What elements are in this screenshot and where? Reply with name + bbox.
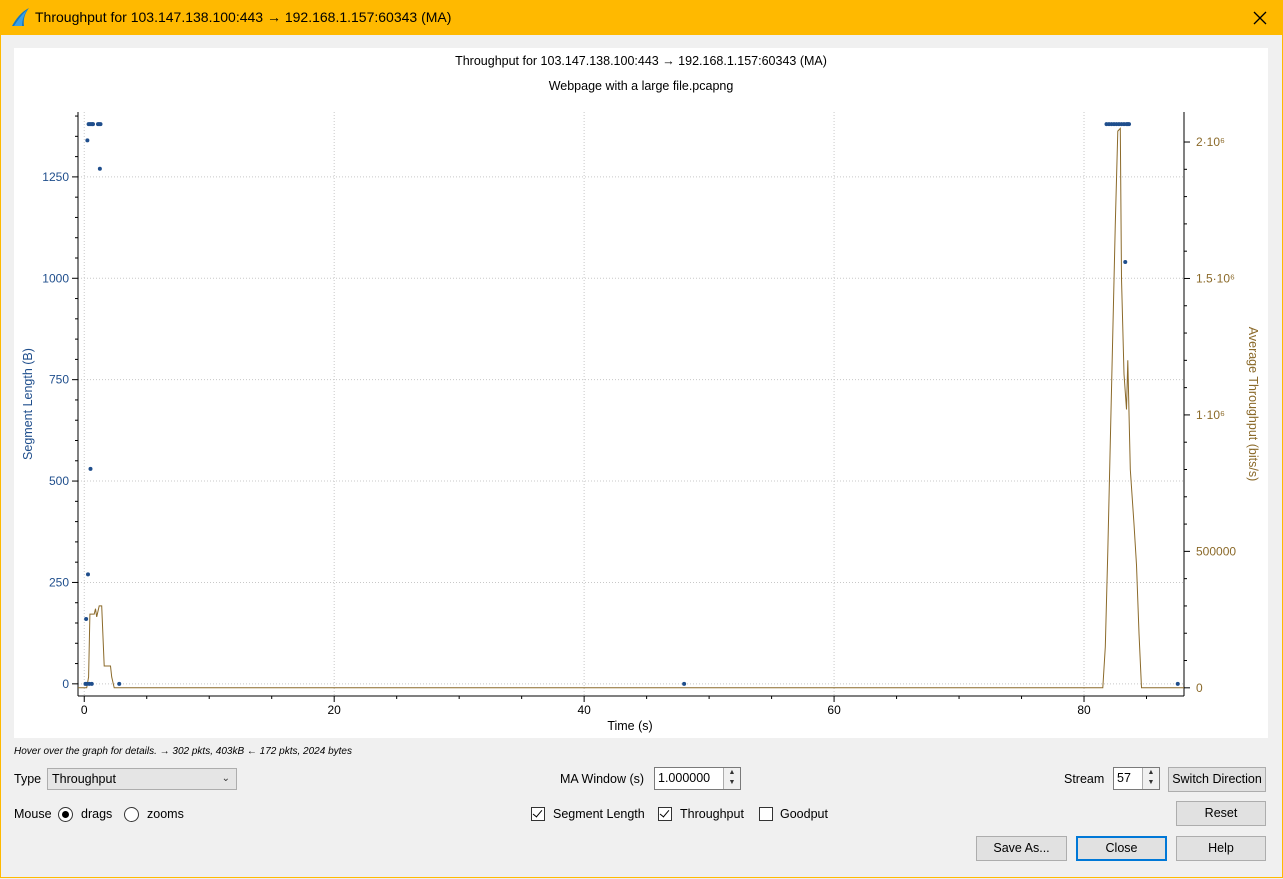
- spin-up-icon[interactable]: ▲: [728, 769, 736, 776]
- y-tick-label: 500: [49, 474, 69, 488]
- chart-title: Throughput for 103.147.138.100:443 → 192…: [455, 54, 827, 68]
- throughput-checkbox[interactable]: [658, 807, 672, 821]
- x-tick-label: 40: [577, 703, 591, 717]
- type-label: Type: [14, 772, 42, 786]
- segment-length-checkbox[interactable]: [531, 807, 545, 821]
- type-select[interactable]: Throughput ⌄: [47, 768, 237, 790]
- switch-direction-button[interactable]: Switch Direction: [1168, 767, 1266, 792]
- hover-hint: Hover over the graph for details. → 302 …: [14, 746, 352, 757]
- window-title: Throughput for 103.147.138.100:443 → 192…: [35, 9, 452, 25]
- x-tick-label: 60: [827, 703, 841, 717]
- close-window-icon[interactable]: [1237, 0, 1283, 35]
- y-tick-label: 1250: [42, 170, 69, 184]
- reset-button[interactable]: Reset: [1176, 801, 1266, 826]
- save-as-button[interactable]: Save As...: [976, 836, 1067, 861]
- segment-length-point: [97, 166, 102, 171]
- segment-length-point: [88, 466, 93, 471]
- help-button[interactable]: Help: [1176, 836, 1266, 861]
- y-axis-label: Segment Length (B): [21, 348, 35, 460]
- y2-tick-label: 2·10⁶: [1196, 135, 1225, 149]
- y-tick-label: 1000: [42, 271, 69, 285]
- stream-value: 57: [1117, 771, 1131, 785]
- ma-window-value: 1.000000: [658, 771, 711, 785]
- ma-window-stepper[interactable]: ▲ ▼: [723, 768, 740, 789]
- chevron-down-icon: ⌄: [221, 773, 230, 784]
- y2-axis-label: Average Throughput (bits/s): [1246, 327, 1260, 482]
- stream-stepper[interactable]: ▲ ▼: [1142, 768, 1159, 789]
- zooms-label[interactable]: zooms: [147, 807, 184, 821]
- stream-label: Stream: [1064, 772, 1105, 786]
- goodput-label[interactable]: Goodput: [780, 807, 828, 821]
- plot-area[interactable]: 0 20 40 60 80 0 250 500 750 1000 1250 0 500000 1·10⁶ 1…: [14, 48, 1268, 738]
- spin-up-icon[interactable]: ▲: [1147, 769, 1155, 776]
- throughput-chart[interactable]: 0 20 40 60 80 0 250 500 750 1000 1250 0 500000 1·10⁶ 1…: [14, 48, 1268, 738]
- x-tick-label: 0: [81, 703, 88, 717]
- segment-length-point: [682, 681, 687, 686]
- goodput-checkbox[interactable]: [759, 807, 773, 821]
- spin-down-icon[interactable]: ▼: [1147, 779, 1155, 786]
- y2-tick-label: 1.5·10⁶: [1196, 271, 1235, 285]
- ma-window-spinbox[interactable]: 1.000000 ▲ ▼: [654, 767, 741, 790]
- type-select-value: Throughput: [52, 772, 116, 786]
- segment-length-point: [1175, 681, 1180, 686]
- throughput-series-line: [78, 127, 1184, 689]
- x-axis-label: Time (s): [607, 719, 652, 733]
- segment-length-point: [89, 681, 94, 686]
- segment-length-point: [85, 138, 90, 143]
- mouse-label: Mouse: [14, 807, 52, 821]
- y2-tick-label: 500000: [1196, 544, 1236, 558]
- segment-length-point: [84, 616, 89, 621]
- stream-spinbox[interactable]: 57 ▲ ▼: [1113, 767, 1160, 790]
- throughput-label[interactable]: Throughput: [680, 807, 744, 821]
- y-tick-label: 750: [49, 373, 69, 387]
- segment-length-point: [90, 122, 95, 127]
- ma-window-label: MA Window (s): [560, 772, 645, 786]
- segment-length-point: [85, 572, 90, 577]
- axes: 0 20 40 60 80 0 250 500 750 1000 1250 0 500000 1·10⁶ 1…: [42, 112, 1236, 717]
- spin-down-icon[interactable]: ▼: [728, 779, 736, 786]
- x-tick-label: 80: [1077, 703, 1091, 717]
- y-tick-label: 250: [49, 575, 69, 589]
- chart-subtitle: Webpage with a large file.pcapng: [549, 79, 734, 93]
- segment-length-point: [1123, 260, 1128, 265]
- y2-tick-label: 0: [1196, 681, 1203, 695]
- wireshark-fin-icon: [12, 8, 29, 26]
- close-button[interactable]: Close: [1076, 836, 1167, 861]
- drags-radio[interactable]: [58, 807, 73, 822]
- x-tick-label: 20: [328, 703, 342, 717]
- y2-tick-label: 1·10⁶: [1196, 408, 1225, 422]
- drags-label[interactable]: drags: [81, 807, 113, 821]
- title-bar: Throughput for 103.147.138.100:443 → 192…: [0, 0, 1283, 35]
- series: [78, 122, 1184, 689]
- y-tick-label: 0: [62, 677, 69, 691]
- segment-length-point: [98, 122, 103, 127]
- segment-length-point: [1127, 122, 1132, 127]
- segment-length-point: [117, 681, 122, 686]
- segment-length-label[interactable]: Segment Length: [553, 807, 645, 821]
- zooms-radio[interactable]: [124, 807, 139, 822]
- grid: [78, 112, 1184, 696]
